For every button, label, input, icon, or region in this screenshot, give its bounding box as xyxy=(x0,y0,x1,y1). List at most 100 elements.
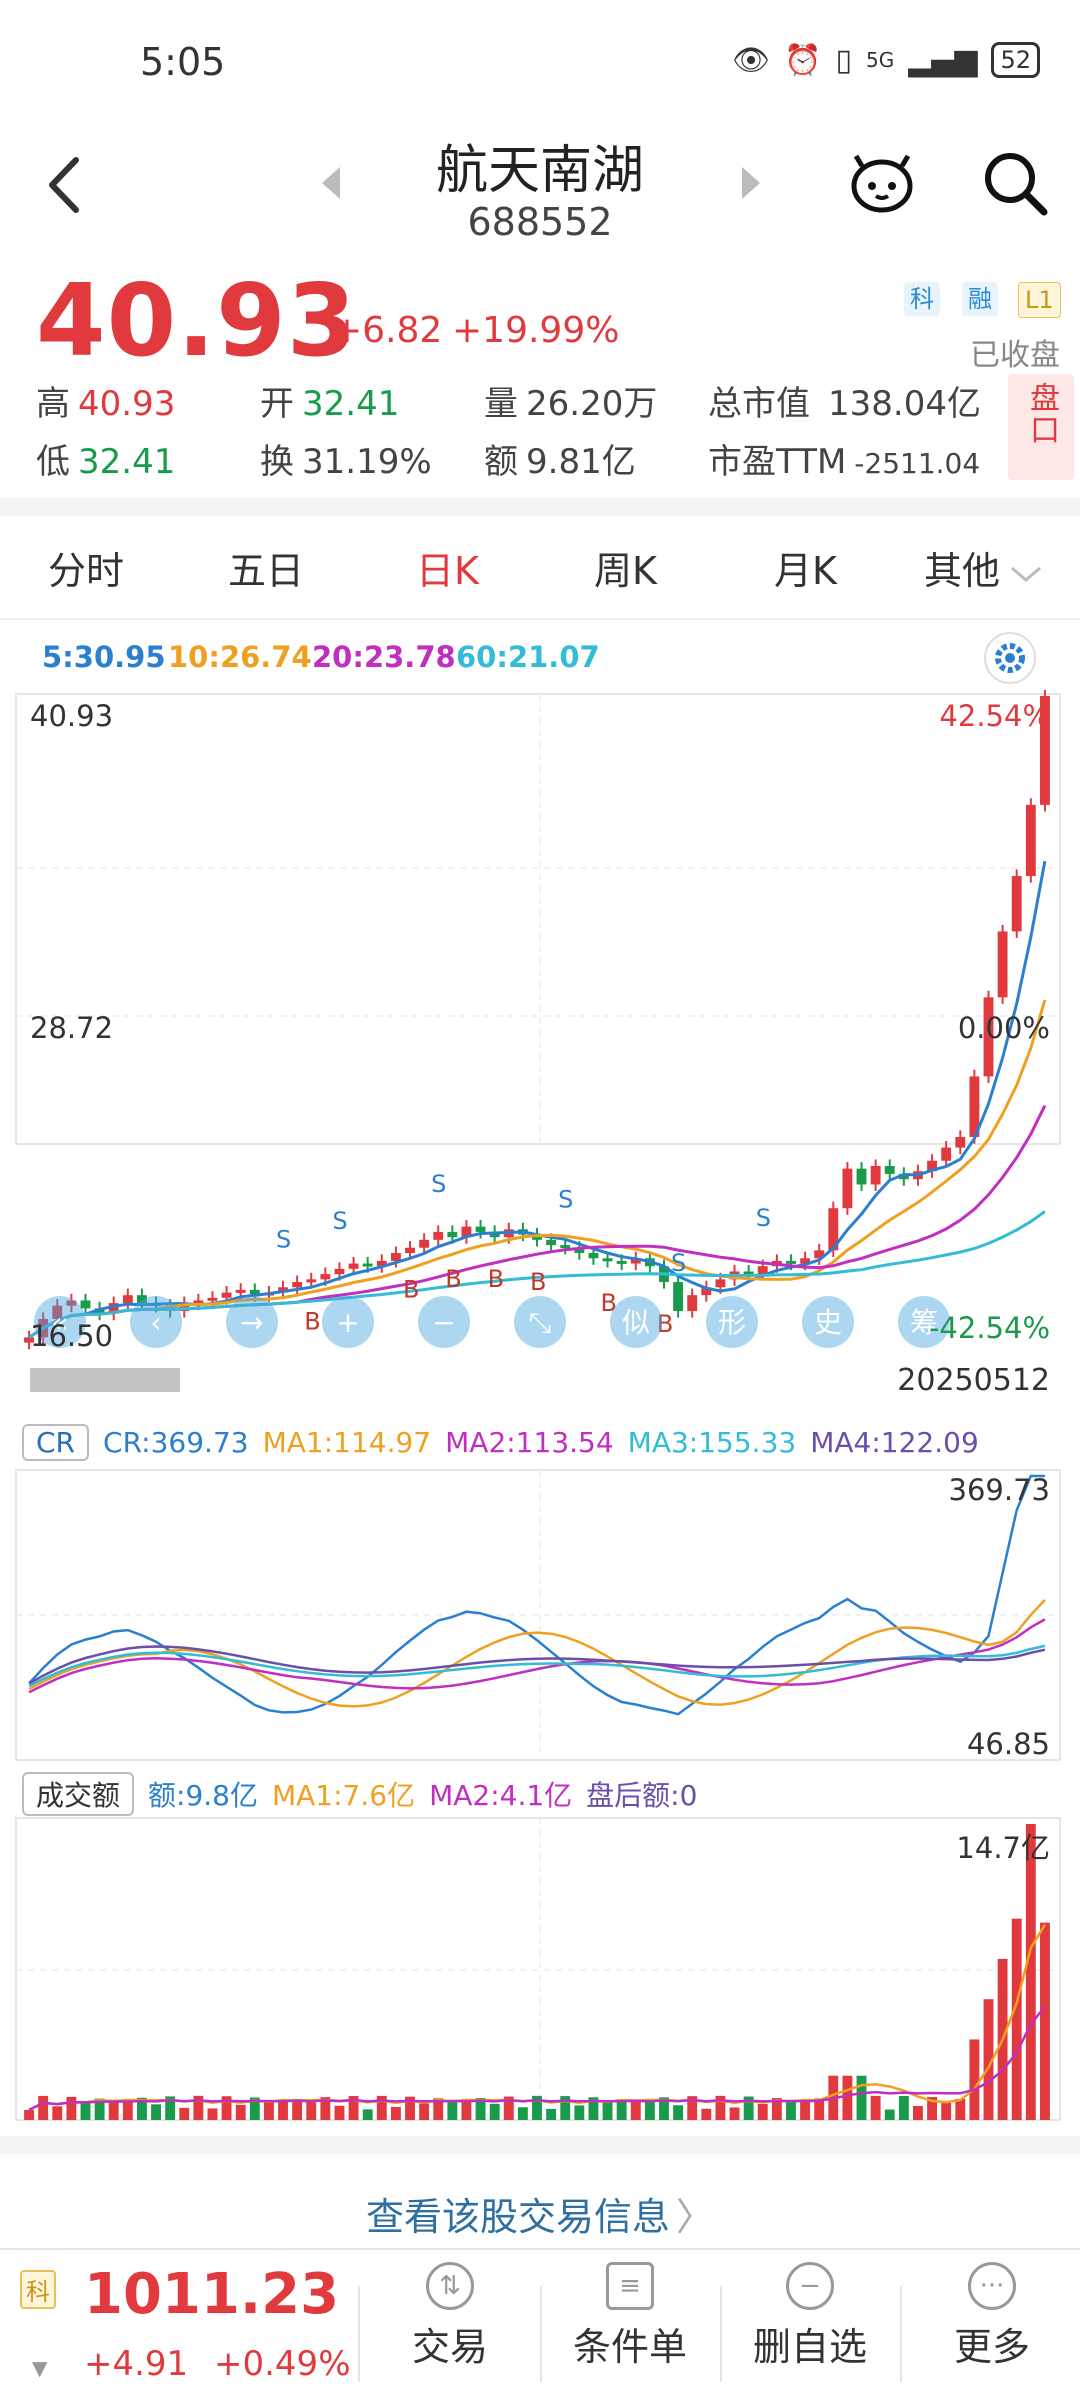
volume-bar xyxy=(546,2108,557,2120)
volume-bar xyxy=(165,2096,176,2120)
cr-min-label: 46.85 xyxy=(967,1727,1050,1761)
candle-body xyxy=(997,931,1008,998)
volume-bar xyxy=(757,2103,768,2120)
toolbar-label: + xyxy=(336,1306,359,1339)
condition-order-button[interactable]: ≡ 条件单 xyxy=(550,2262,710,2371)
volume-bar xyxy=(701,2108,712,2120)
sell-signal: S xyxy=(431,1170,446,1198)
volume-bar xyxy=(941,2102,952,2120)
index-change-pct: +0.49% xyxy=(214,2344,351,2384)
toolbar-label: 筹 xyxy=(910,1306,938,1339)
toolbar-label: « xyxy=(51,1306,68,1339)
sell-signal: S xyxy=(756,1204,771,1232)
candle-body xyxy=(306,1279,317,1283)
volume-bar xyxy=(786,2100,796,2120)
ma10-line xyxy=(28,999,1047,1339)
vol-max-label: 14.7亿 xyxy=(956,1831,1050,1865)
candle-body xyxy=(673,1282,684,1312)
volume-bar xyxy=(927,2097,938,2120)
volume-bar xyxy=(983,1999,994,2120)
pct-min-label: -42.54% xyxy=(929,1311,1050,1345)
toolbar-label: 似 xyxy=(622,1306,650,1339)
section-divider xyxy=(0,2136,1080,2154)
bar-separator xyxy=(900,2286,902,2382)
volume-bar xyxy=(517,2107,528,2120)
volume-indicator-button[interactable]: 成交额 xyxy=(22,1772,135,1816)
trade-info-link[interactable]: 查看该股交易信息〉 xyxy=(365,2195,715,2239)
pankou-button[interactable]: 盘口 xyxy=(1008,374,1074,480)
index-value[interactable]: 1011.23 xyxy=(84,2262,340,2327)
volume-bar xyxy=(207,2108,218,2120)
cr-ma3-line xyxy=(28,1644,1046,1688)
volume-bar xyxy=(66,2096,77,2120)
volume-bar xyxy=(687,2096,698,2120)
next-stock-button[interactable] xyxy=(740,165,764,201)
candle-body xyxy=(179,1303,190,1312)
back-button[interactable] xyxy=(40,150,90,220)
candle-body xyxy=(278,1287,288,1293)
candle-body xyxy=(898,1173,909,1180)
robot-icon[interactable] xyxy=(848,148,916,216)
tab-monthly-k[interactable]: 月K xyxy=(774,549,837,593)
ma-lines-group xyxy=(28,860,1047,1339)
volume-bar xyxy=(630,2099,641,2120)
more-button[interactable]: ··· 更多 xyxy=(912,2262,1072,2371)
tab-five-day[interactable]: 五日 xyxy=(228,549,305,593)
candle-body xyxy=(687,1295,698,1312)
candle-body xyxy=(193,1300,204,1304)
ma20-legend: 20:23.78 xyxy=(312,640,456,674)
zoom-in-icon xyxy=(322,1296,374,1348)
candle-body xyxy=(136,1295,147,1304)
tab-intraday[interactable]: 分时 xyxy=(48,549,125,593)
left-icon xyxy=(130,1296,182,1348)
cr-line xyxy=(28,1474,1045,1716)
triangle-down-icon: ▼ xyxy=(32,2356,48,2380)
vibrate-icon: ▯ xyxy=(835,42,852,78)
index-tag: 科 xyxy=(20,2270,56,2309)
buy-signal: B xyxy=(304,1307,320,1335)
tab-other[interactable]: 其他 xyxy=(924,540,1044,595)
volume-bar xyxy=(884,2109,895,2120)
prev-stock-button[interactable] xyxy=(318,165,342,201)
candle-body xyxy=(348,1263,359,1269)
volume-bar xyxy=(814,2098,825,2120)
toolbar-6-button xyxy=(610,1296,662,1348)
volume-bar xyxy=(771,2098,782,2120)
chart-toolbar[interactable]: « ‹ → + − ⤡ 似 形 史 筹 xyxy=(34,1296,950,1348)
candle-body xyxy=(1040,696,1050,805)
tab-weekly-k[interactable]: 周K xyxy=(594,549,657,593)
candle-body xyxy=(743,1271,754,1275)
margin-tag: 融 xyxy=(962,282,998,316)
volume-legend: 成交额 额:9.8亿 MA1:7.6亿 MA2:4.1亿 盘后额:0 xyxy=(22,1772,697,1816)
volume-bar xyxy=(673,2105,684,2120)
volume-bar xyxy=(320,2097,331,2120)
cr-indicator-button[interactable]: CR xyxy=(22,1424,90,1461)
cr-value: CR:369.73 xyxy=(103,1426,249,1459)
eye-icon: 👁 xyxy=(732,42,771,78)
volume-bar xyxy=(856,2075,867,2120)
index-change: +4.91 xyxy=(84,2344,189,2384)
search-icon[interactable] xyxy=(982,150,1048,216)
candle-body xyxy=(475,1226,486,1232)
trade-button[interactable]: ⇅ 交易 xyxy=(370,2262,530,2371)
remove-watchlist-button[interactable]: − 删自选 xyxy=(730,2262,890,2371)
stock-name: 航天南湖 xyxy=(435,141,644,201)
tab-daily-k[interactable]: 日K xyxy=(416,549,479,593)
volume-bar xyxy=(263,2101,274,2120)
candle-body xyxy=(1011,876,1022,932)
after-hours-amount: 盘后额:0 xyxy=(586,1779,698,1812)
sell-signal: S xyxy=(671,1249,686,1277)
pct-mid-label: 0.00% xyxy=(958,1011,1050,1045)
volume-bar xyxy=(1011,1918,1022,2120)
gear-icon[interactable] xyxy=(984,632,1036,684)
kline-chart[interactable]: SSSSSSBB B B BBB «‹ → + − ⤡ 似形史筹 40.93 28.72 16.… xyxy=(0,690,1080,2130)
minus-icon: − xyxy=(786,2262,834,2310)
volume-bar xyxy=(715,2095,726,2120)
candles-group xyxy=(24,690,1050,1350)
candle-body xyxy=(489,1231,500,1238)
volume-bar xyxy=(193,2095,204,2120)
volume-bar xyxy=(334,2105,345,2120)
cr-ma1: MA1:114.97 xyxy=(262,1426,432,1459)
date-blurred xyxy=(30,1368,180,1392)
candle-body xyxy=(757,1266,768,1275)
